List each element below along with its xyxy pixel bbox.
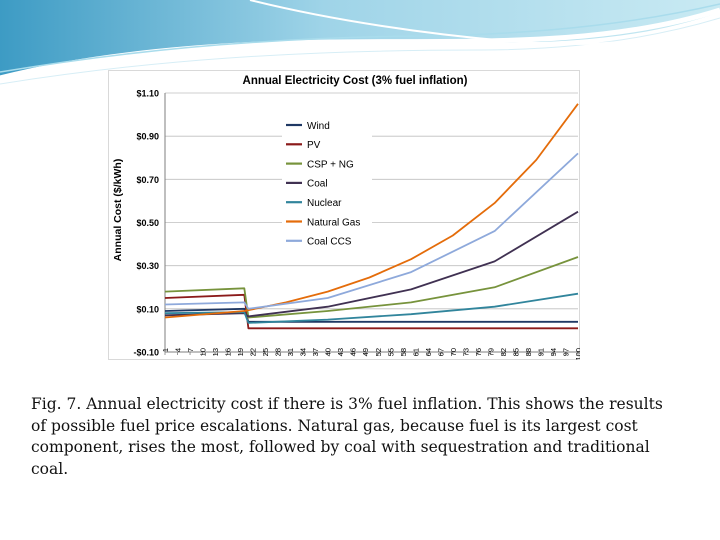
- x-tick-label: 10: [199, 348, 208, 356]
- legend-label: CSP + NG: [307, 159, 354, 170]
- y-tick-label: $1.10: [136, 89, 159, 99]
- x-tick-label: 46: [349, 348, 358, 356]
- x-tick-label: 1: [161, 348, 170, 352]
- x-tick-label: 94: [549, 348, 558, 356]
- y-axis-label: Annual Cost ($/kWh): [112, 159, 124, 262]
- x-tick-label: 25: [261, 348, 270, 356]
- x-tick-label: 16: [224, 348, 233, 356]
- x-tick-label: 85: [511, 348, 520, 356]
- y-tick-label: $0.70: [136, 175, 159, 185]
- x-tick-label: 100: [574, 348, 580, 360]
- legend-background: [282, 115, 372, 255]
- legend-label: Coal CCS: [307, 237, 352, 248]
- y-tick-label: $0.30: [136, 261, 159, 271]
- x-tick-label: 31: [286, 348, 295, 356]
- x-tick-label: 64: [424, 348, 433, 356]
- x-tick-label: 37: [311, 348, 320, 356]
- x-tick-label: 79: [486, 348, 495, 356]
- series-line-coal-ccs: [164, 152, 579, 310]
- x-tick-label: 70: [449, 348, 458, 356]
- series-lines: [164, 103, 579, 330]
- x-tick-label: 91: [536, 348, 545, 356]
- y-tick-label: -$0.10: [133, 348, 159, 358]
- legend-label: Coal: [307, 179, 328, 190]
- series-line-nuclear: [164, 292, 579, 324]
- x-tick-label: 22: [249, 348, 258, 356]
- y-tick-label: $0.10: [136, 304, 159, 314]
- axes: -$0.10$0.10$0.30$0.50$0.70$0.90$1.101 4 7 1…: [133, 89, 580, 361]
- x-tick-label: 88: [524, 348, 533, 356]
- series-line-wind: [164, 307, 578, 323]
- x-tick-label: 28: [274, 348, 283, 356]
- series-line-csp-ng: [164, 256, 579, 319]
- x-tick-label: 76: [474, 348, 483, 356]
- x-tick-label: 19: [236, 348, 245, 356]
- legend: Wind PV CSP + NG Coal Nuclear Natural Gas Coal…: [282, 115, 372, 255]
- x-tick-label: 13: [211, 348, 220, 356]
- legend-label: Wind: [307, 121, 330, 132]
- x-tick-label: 58: [399, 348, 408, 356]
- chart-title: Annual Electricity Cost (3% fuel inflati…: [243, 75, 468, 87]
- x-tick-label: 67: [436, 348, 445, 356]
- line-chart: Annual Electricity Cost (3% fuel inflati…: [112, 75, 580, 361]
- x-tick-label: 55: [386, 348, 395, 356]
- x-tick-label: 40: [324, 348, 333, 356]
- legend-label: Nuclear: [307, 198, 342, 209]
- legend-label: Natural Gas: [307, 217, 360, 228]
- figure-caption: Fig. 7. Annual electricity cost if there…: [31, 395, 663, 478]
- slide-header-decoration: [0, 0, 720, 85]
- x-tick-label: 61: [411, 348, 420, 356]
- x-tick-label: 73: [461, 348, 470, 356]
- series-line-pv: [164, 293, 578, 330]
- x-tick-label: 49: [361, 348, 370, 356]
- y-tick-label: $0.50: [136, 218, 159, 228]
- legend-label: PV: [307, 140, 321, 151]
- x-tick-label: 52: [374, 348, 383, 356]
- x-tick-label: 4: [174, 348, 183, 352]
- x-tick-label: 82: [499, 348, 508, 356]
- x-tick-label: 7: [186, 348, 195, 352]
- x-tick-label: 43: [336, 348, 345, 356]
- y-tick-label: $0.90: [136, 132, 159, 142]
- x-tick-label: 97: [561, 348, 570, 356]
- x-tick-label: 34: [299, 348, 308, 356]
